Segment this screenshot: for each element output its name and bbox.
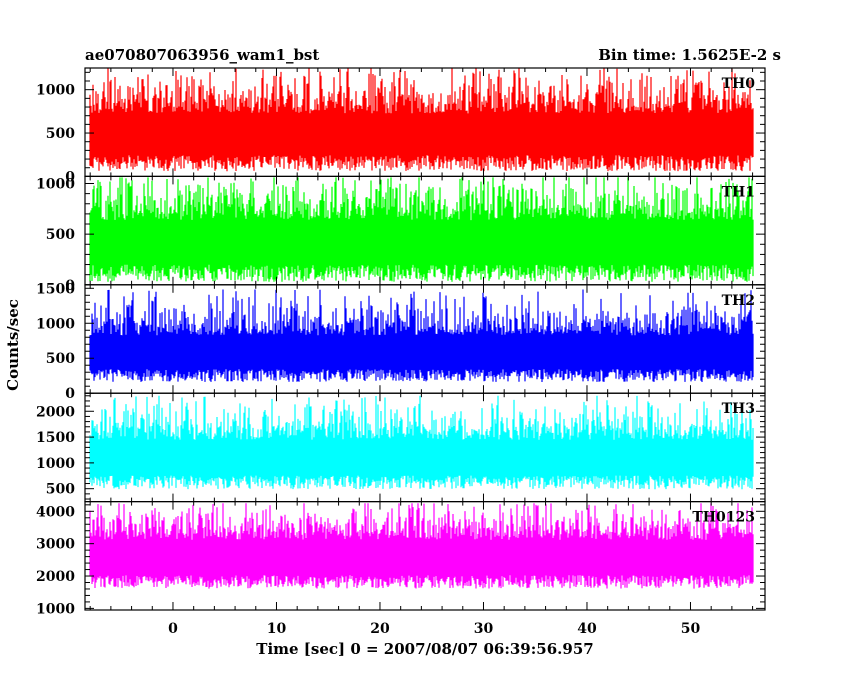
series-th2 (89, 289, 754, 382)
series-th0 (89, 68, 754, 172)
y-tick-label: 500 (46, 126, 75, 142)
y-tick-label: 1000 (36, 456, 75, 472)
y-tick-label: 1000 (36, 176, 75, 192)
x-tick-label: 0 (168, 621, 178, 637)
x-tick-label: 50 (681, 621, 701, 637)
x-tick-label: 30 (474, 621, 494, 637)
series-th3 (89, 395, 754, 490)
y-tick-label: 0 (65, 169, 75, 185)
y-tick-label: 2000 (36, 404, 75, 420)
panel-th1: 0 500 1000 TH1 (36, 175, 766, 294)
x-tick-label: 20 (370, 621, 390, 637)
panel-th0: 0 500 1000 TH0 (36, 67, 766, 185)
panel-label: TH0123 (692, 510, 755, 526)
panel-th0123: 1000 2000 3000 4000 TH0123 (36, 501, 766, 617)
series-th1 (89, 177, 754, 282)
x-axis-label: Time [sec] 0 = 2007/08/07 06:39:56.957 (256, 640, 593, 658)
y-axis-label: Counts/sec (4, 299, 22, 391)
panel-th2: 0 500 1000 1500 TH2 (36, 281, 766, 402)
y-tick-label: 1000 (36, 316, 75, 332)
y-tick-label: 4000 (36, 504, 75, 520)
y-tick-label: 0 (65, 278, 75, 294)
y-tick-label: 500 (46, 227, 75, 243)
y-tick-label: 2000 (36, 569, 75, 585)
bin-time-label: Bin time: 1.5625E-2 s (598, 46, 781, 64)
panel-label: TH0 (722, 76, 756, 92)
y-tick-label: 0 (65, 386, 75, 402)
y-tick-label: 1500 (36, 430, 75, 446)
y-tick-label: 500 (46, 482, 75, 498)
y-tick-label: 500 (46, 351, 75, 367)
y-tick-label: 1000 (36, 83, 75, 99)
panels-group: 0 500 1000 TH0 0 500 1000 TH1 0 500 1000 1500 TH2 500… (36, 67, 766, 617)
panel-frame (84, 501, 766, 611)
panel-label: TH1 (722, 184, 755, 200)
y-tick-label: 1000 (36, 601, 75, 617)
y-tick-label: 3000 (36, 537, 75, 553)
plot-title: ae070807063956_wam1_bst (85, 46, 319, 64)
x-axis: 0 10 20 30 40 50 (168, 621, 700, 637)
x-tick-label: 10 (267, 621, 287, 637)
panel-th3: 500 1000 1500 2000 TH3 (36, 392, 766, 503)
panel-label: TH2 (722, 293, 755, 309)
y-tick-label: 1500 (36, 281, 75, 297)
x-tick-label: 40 (577, 621, 597, 637)
panel-label: TH3 (722, 401, 755, 417)
series-th0123 (89, 503, 754, 589)
